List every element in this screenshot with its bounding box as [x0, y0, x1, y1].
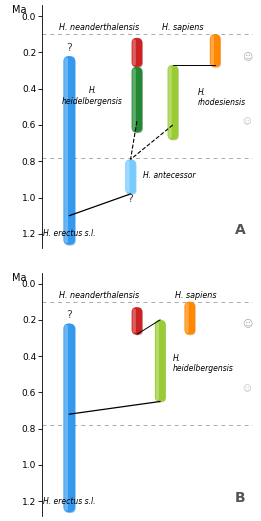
Text: ☺: ☺ [242, 318, 252, 328]
FancyBboxPatch shape [132, 308, 136, 333]
Text: H. neanderthalensis: H. neanderthalensis [59, 23, 139, 32]
Text: H.
heidelbergensis: H. heidelbergensis [173, 354, 234, 373]
FancyBboxPatch shape [211, 36, 214, 66]
FancyBboxPatch shape [64, 325, 76, 513]
Text: H.
heidelbergensis: H. heidelbergensis [62, 86, 123, 106]
FancyBboxPatch shape [132, 38, 142, 67]
FancyBboxPatch shape [126, 161, 129, 192]
FancyBboxPatch shape [132, 39, 143, 68]
FancyBboxPatch shape [156, 321, 159, 400]
FancyBboxPatch shape [210, 35, 221, 68]
Text: ?: ? [128, 194, 133, 204]
Text: H. sapiens: H. sapiens [162, 23, 204, 32]
Text: H. sapiens: H. sapiens [175, 291, 216, 300]
Text: H. erectus s.l.: H. erectus s.l. [43, 497, 96, 506]
FancyBboxPatch shape [168, 65, 178, 140]
FancyBboxPatch shape [210, 34, 220, 67]
FancyBboxPatch shape [63, 324, 75, 512]
Text: ?: ? [66, 311, 72, 320]
Text: H. neanderthalensis: H. neanderthalensis [59, 291, 139, 300]
Text: B: B [235, 491, 246, 505]
Text: Ma: Ma [12, 272, 27, 283]
FancyBboxPatch shape [132, 68, 136, 131]
FancyBboxPatch shape [156, 321, 166, 402]
Text: H.
rhodesiensis: H. rhodesiensis [198, 88, 246, 107]
FancyBboxPatch shape [63, 56, 75, 245]
FancyBboxPatch shape [132, 39, 136, 66]
FancyBboxPatch shape [155, 320, 165, 402]
Text: H. erectus s.l.: H. erectus s.l. [43, 229, 96, 238]
FancyBboxPatch shape [185, 303, 189, 333]
Text: ☺: ☺ [242, 384, 251, 393]
FancyBboxPatch shape [168, 67, 172, 138]
Text: ☺: ☺ [242, 117, 251, 126]
FancyBboxPatch shape [185, 303, 196, 335]
FancyBboxPatch shape [132, 67, 142, 132]
FancyBboxPatch shape [64, 57, 76, 245]
FancyBboxPatch shape [126, 160, 137, 195]
Text: ?: ? [66, 43, 72, 53]
FancyBboxPatch shape [185, 302, 195, 334]
FancyBboxPatch shape [125, 159, 136, 194]
FancyBboxPatch shape [64, 325, 68, 511]
Text: Ma: Ma [12, 5, 27, 15]
FancyBboxPatch shape [64, 57, 68, 243]
Text: A: A [235, 224, 246, 238]
FancyBboxPatch shape [132, 68, 143, 133]
Text: H. antecessor: H. antecessor [143, 171, 196, 180]
FancyBboxPatch shape [132, 308, 143, 335]
Text: ☺: ☺ [242, 51, 252, 61]
FancyBboxPatch shape [168, 66, 179, 140]
FancyBboxPatch shape [132, 307, 142, 334]
